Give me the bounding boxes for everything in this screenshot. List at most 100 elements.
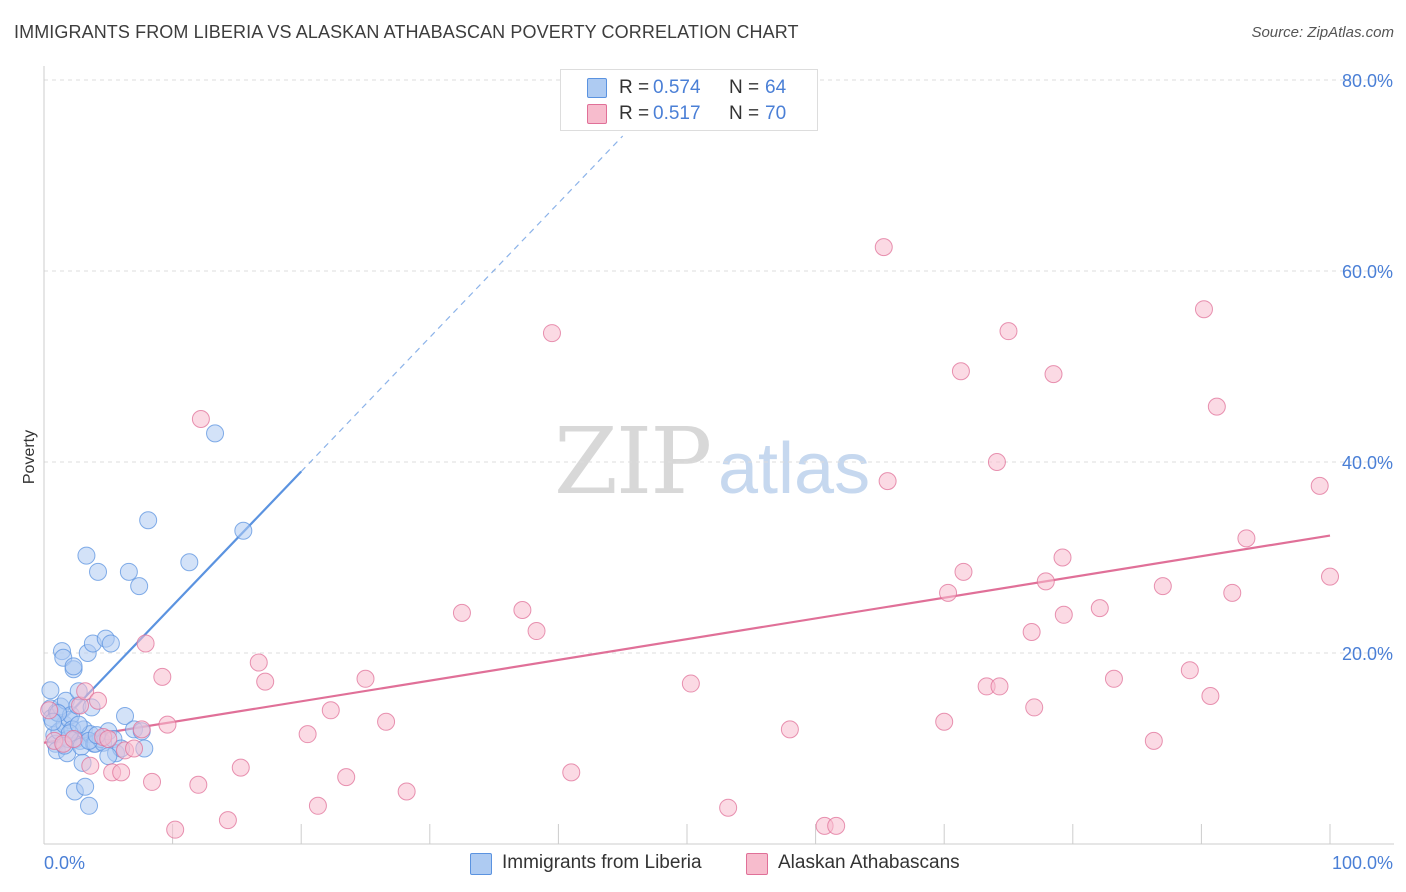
point-athabascan xyxy=(321,701,340,720)
legend-r-value: 0.517 xyxy=(653,103,701,124)
point-athabascan xyxy=(827,816,846,835)
data-points xyxy=(40,238,1339,839)
point-athabascan xyxy=(1237,529,1256,548)
point-athabascan xyxy=(143,772,162,791)
point-athabascan xyxy=(112,763,131,782)
point-athabascan xyxy=(89,691,108,710)
series-label-liberia: Immigrants from Liberia xyxy=(502,852,702,873)
point-liberia xyxy=(80,796,99,815)
point-liberia xyxy=(64,657,83,676)
correlation-legend: R = 0.574 N = 64 R = 0.517 N = 70 xyxy=(560,69,818,131)
point-athabascan xyxy=(1180,661,1199,680)
point-athabascan xyxy=(40,701,59,720)
point-athabascan xyxy=(64,729,83,748)
point-athabascan xyxy=(1053,548,1072,567)
point-athabascan xyxy=(1044,365,1063,384)
point-athabascan xyxy=(356,669,375,688)
point-athabascan xyxy=(513,601,532,620)
point-athabascan xyxy=(1054,605,1073,624)
point-athabascan xyxy=(1223,583,1242,602)
point-athabascan xyxy=(562,763,581,782)
point-athabascan xyxy=(780,720,799,739)
point-athabascan xyxy=(951,362,970,381)
point-athabascan xyxy=(189,775,208,794)
y-tick-label: 40.0% xyxy=(1342,453,1393,473)
grid-lines xyxy=(44,79,1394,654)
point-athabascan xyxy=(1090,599,1109,618)
point-athabascan xyxy=(256,672,275,691)
point-athabascan xyxy=(231,758,250,777)
point-athabascan xyxy=(1036,572,1055,591)
point-athabascan xyxy=(939,583,958,602)
point-athabascan xyxy=(542,324,561,343)
point-athabascan xyxy=(681,674,700,693)
point-liberia xyxy=(89,562,108,581)
point-liberia xyxy=(116,707,135,726)
point-liberia xyxy=(99,747,118,766)
trend-line-athabascan xyxy=(43,534,1331,744)
point-athabascan xyxy=(935,712,954,731)
trend-lines xyxy=(43,135,1331,744)
point-athabascan xyxy=(1207,397,1226,416)
point-athabascan xyxy=(397,782,416,801)
point-athabascan xyxy=(452,603,471,622)
series-label-athabascan: Alaskan Athabascans xyxy=(778,852,960,873)
legend-n-label: N = xyxy=(729,77,760,98)
point-athabascan xyxy=(125,739,144,758)
point-athabascan xyxy=(1025,698,1044,717)
legend-n-label: N = xyxy=(729,103,760,124)
point-athabascan xyxy=(1194,300,1213,319)
legend-swatch-athabascan xyxy=(587,104,607,124)
legend-r-label: R = xyxy=(619,103,650,124)
x-tick-label: 100.0% xyxy=(1332,853,1393,873)
x-tick-label: 0.0% xyxy=(44,853,85,873)
point-athabascan xyxy=(132,720,151,739)
point-athabascan xyxy=(153,667,172,686)
point-athabascan xyxy=(874,238,893,257)
legend-n-value: 70 xyxy=(765,103,787,124)
point-athabascan xyxy=(377,712,396,731)
tick-labels: 20.0% 40.0% 60.0% 80.0% 0.0% 100.0% xyxy=(44,71,1393,873)
y-axis-label: Poverty xyxy=(21,430,38,484)
watermark-atlas: atlas xyxy=(718,429,871,509)
point-athabascan xyxy=(99,729,118,748)
legend-r-value: 0.574 xyxy=(653,77,701,98)
series-swatch-athabascan xyxy=(746,853,768,875)
point-athabascan xyxy=(191,410,210,429)
point-athabascan xyxy=(1310,476,1329,495)
point-athabascan xyxy=(990,677,1009,696)
point-liberia xyxy=(41,681,60,700)
point-athabascan xyxy=(166,820,185,839)
point-athabascan xyxy=(337,768,356,787)
point-athabascan xyxy=(158,715,177,734)
point-athabascan xyxy=(249,653,268,672)
point-athabascan xyxy=(1201,686,1220,705)
point-athabascan xyxy=(527,622,546,641)
y-tick-label: 60.0% xyxy=(1342,262,1393,282)
point-liberia xyxy=(77,546,96,565)
source-label: Source: ZipAtlas.com xyxy=(1251,24,1394,41)
point-liberia xyxy=(139,511,158,530)
legend-n-value: 64 xyxy=(765,77,787,98)
point-athabascan xyxy=(218,811,237,830)
trend-line-liberia xyxy=(62,470,302,721)
point-athabascan xyxy=(987,453,1006,471)
legend-swatch-liberia xyxy=(587,78,607,98)
point-athabascan xyxy=(298,725,317,744)
chart-title: IMMIGRANTS FROM LIBERIA VS ALASKAN ATHAB… xyxy=(14,22,799,42)
point-liberia xyxy=(234,521,253,540)
point-athabascan xyxy=(1321,567,1339,586)
point-athabascan xyxy=(954,562,973,581)
point-athabascan xyxy=(999,322,1018,341)
legend-r-label: R = xyxy=(619,77,650,98)
point-liberia xyxy=(180,553,199,572)
trend-extension-liberia xyxy=(300,135,624,472)
series-swatch-liberia xyxy=(470,853,492,875)
point-athabascan xyxy=(136,634,155,653)
point-athabascan xyxy=(1144,731,1163,750)
point-athabascan xyxy=(719,798,738,817)
point-athabascan xyxy=(1022,622,1041,641)
point-liberia xyxy=(76,777,95,796)
axes xyxy=(43,66,1394,845)
